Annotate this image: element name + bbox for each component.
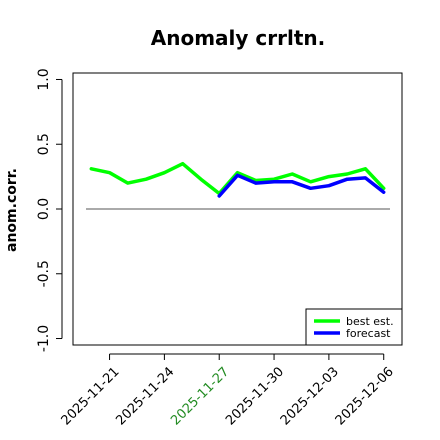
series-point-0 (346, 173, 348, 175)
series-point-0 (255, 179, 257, 182)
series-point-0 (236, 172, 239, 174)
x-tick-label: 2025-12-03 (278, 364, 342, 428)
y-axis: -1.0 -0.5 0.0 0.5 1.0 (36, 68, 63, 352)
x-tick-label: 2025-11-24 (113, 364, 177, 428)
series-point-0 (273, 178, 275, 180)
chart-title: Anomaly crrltn. (151, 26, 325, 50)
y-tick-label: 1.0 (36, 68, 52, 90)
x-axis: 2025-11-212025-11-242025-11-272025-11-30… (59, 353, 397, 428)
y-axis-label: anom.corr. (4, 168, 20, 252)
series-point-0 (291, 173, 293, 175)
legend-label: best est. (346, 315, 394, 328)
series-point-1 (364, 177, 367, 179)
series-point-1 (255, 182, 257, 184)
series-point-0 (364, 168, 367, 170)
series-line-0 (89, 161, 386, 196)
y-tick-label: 0.0 (36, 198, 52, 220)
series-point-1 (236, 174, 239, 176)
series-line-1 (217, 173, 386, 198)
series-point-1 (291, 181, 293, 183)
series-point-0 (108, 172, 111, 174)
y-tick-label: -1.0 (36, 325, 52, 352)
series-point-1 (218, 195, 220, 197)
series-point-1 (310, 187, 312, 189)
legend-label: forecast (346, 327, 391, 340)
series-point-0 (163, 172, 165, 174)
legend-box (305, 308, 403, 346)
series-point-0 (145, 178, 147, 180)
series-point-0 (182, 163, 184, 165)
y-tick-label: 0.5 (36, 133, 52, 155)
series-point-0 (328, 176, 330, 178)
series-point-0 (127, 182, 129, 184)
series-point-1 (328, 185, 330, 187)
series-point-0 (383, 187, 385, 189)
series-point-0 (90, 168, 92, 170)
series-point-1 (273, 181, 275, 183)
series-point-0 (200, 178, 202, 180)
legend: best est.forecast (305, 308, 403, 346)
x-tick-label: 2025-11-27 (168, 364, 232, 428)
plot-frame (72, 72, 403, 346)
series-point-1 (383, 191, 385, 193)
x-tick-label: 2025-12-06 (333, 364, 397, 428)
y-tick-label: -0.5 (36, 260, 52, 287)
x-tick-label: 2025-11-30 (223, 364, 287, 428)
x-tick-label: 2025-11-21 (59, 364, 123, 428)
series-layer (89, 161, 386, 198)
series-point-1 (346, 178, 348, 180)
series-point-0 (310, 181, 312, 183)
